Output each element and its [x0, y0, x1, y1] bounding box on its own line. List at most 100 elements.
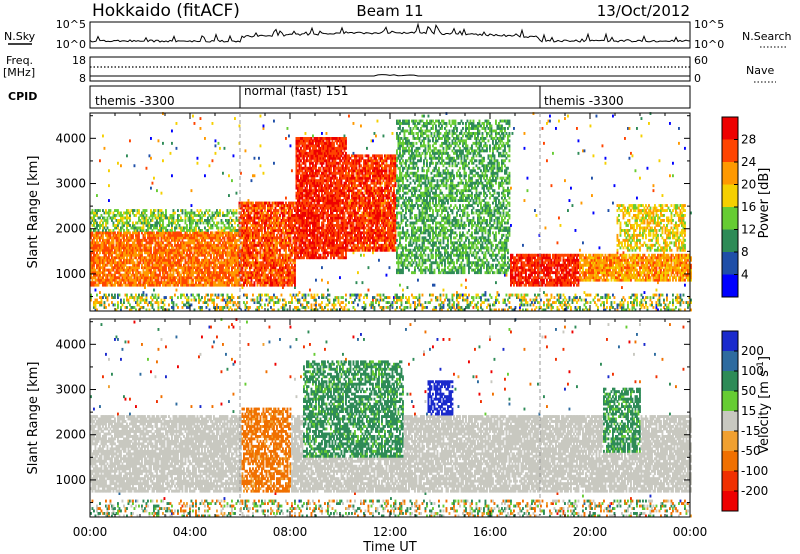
power-cell: [297, 184, 299, 188]
power-cell: [232, 209, 235, 212]
power-cell: [150, 238, 152, 242]
power-cell: [297, 251, 299, 255]
power-cell: [240, 278, 242, 282]
power-cell: [144, 263, 146, 267]
power-cell: [199, 219, 202, 222]
power-cell: [166, 253, 169, 257]
power-cell: [117, 219, 119, 222]
power-cell: [181, 301, 184, 304]
power-cell: [126, 221, 128, 225]
power-cell: [160, 233, 163, 237]
power-cell: [129, 296, 131, 299]
power-cell: [199, 248, 202, 252]
power-cell: [247, 253, 250, 257]
power-cell: [235, 263, 238, 267]
power-cell: [196, 156, 199, 160]
power-cell: [109, 236, 112, 240]
power-cell: [234, 251, 236, 255]
power-cell: [172, 251, 175, 255]
power-cell: [142, 266, 145, 270]
power-cell: [211, 231, 214, 235]
power-cell: [273, 119, 275, 123]
power-cell: [295, 231, 298, 235]
power-cell: [204, 301, 206, 304]
power-cell: [133, 224, 136, 227]
power-cell: [228, 221, 230, 225]
power-cell: [121, 266, 124, 270]
power-cell: [232, 233, 235, 237]
power-cell: [111, 261, 113, 265]
power-cell: [91, 278, 94, 282]
power-cell: [154, 253, 157, 257]
power-cell: [156, 243, 158, 247]
power-cell: [148, 251, 151, 255]
power-cell: [192, 236, 194, 240]
power-cell: [129, 233, 131, 237]
power-cell: [138, 231, 140, 235]
power-cell: [162, 266, 164, 270]
power-cell: [211, 258, 214, 262]
power-cell: [154, 268, 157, 272]
power-cell: [199, 214, 202, 217]
power-cell: [133, 164, 136, 168]
power-cell: [214, 293, 217, 297]
power-cell: [240, 201, 242, 205]
power-cell: [237, 246, 239, 250]
power-cell: [282, 241, 284, 245]
power-cell: [156, 221, 158, 225]
power-cell: [303, 176, 305, 180]
power-cell: [241, 276, 244, 280]
power-cell: [115, 278, 118, 282]
power-cell: [217, 273, 220, 277]
power-cell: [234, 261, 236, 265]
power-cell: [162, 248, 164, 252]
power-cell: [231, 241, 233, 245]
power-cell: [217, 261, 220, 265]
power-cell: [298, 243, 301, 247]
power-cell: [136, 238, 139, 242]
power-cell: [262, 127, 265, 130]
power-cell: [249, 241, 251, 245]
power-cell: [100, 231, 103, 235]
power-cell: [157, 236, 160, 240]
power-cell: [162, 276, 164, 280]
power-cell: [217, 238, 220, 242]
power-cell: [265, 256, 268, 260]
power-cell: [153, 214, 155, 217]
power-cell: [268, 206, 271, 210]
power-cell: [94, 209, 97, 212]
power-cell: [271, 243, 274, 247]
power-cell: [148, 266, 151, 270]
power-cell: [186, 273, 188, 277]
power-cell: [192, 283, 194, 287]
power-cell: [229, 306, 232, 309]
power-cell: [190, 276, 193, 280]
power-cell: [156, 256, 158, 260]
power-cell: [252, 201, 254, 205]
power-cell: [144, 246, 146, 250]
power-cell: [241, 283, 244, 287]
power-cell: [177, 268, 179, 272]
power-cell: [130, 226, 133, 230]
power-cell: [193, 231, 196, 235]
power-cell: [292, 206, 295, 210]
power-cell: [168, 236, 170, 240]
power-cell: [150, 226, 152, 230]
power-cell: [297, 164, 299, 168]
power-cell: [99, 261, 101, 265]
power-cell: [268, 248, 271, 252]
power-cell: [184, 216, 187, 220]
power-cell: [210, 224, 212, 227]
power-cell: [276, 248, 278, 252]
power-cell: [252, 236, 254, 240]
power-cell: [120, 233, 122, 237]
power-cell: [258, 241, 260, 245]
power-cell: [304, 159, 307, 163]
power-cell: [142, 278, 145, 282]
power-cell: [127, 261, 130, 265]
power-cell: [204, 283, 206, 287]
power-cell: [163, 258, 166, 262]
power-cell: [175, 283, 178, 287]
power-cell: [117, 246, 119, 250]
power-cell: [316, 233, 319, 237]
